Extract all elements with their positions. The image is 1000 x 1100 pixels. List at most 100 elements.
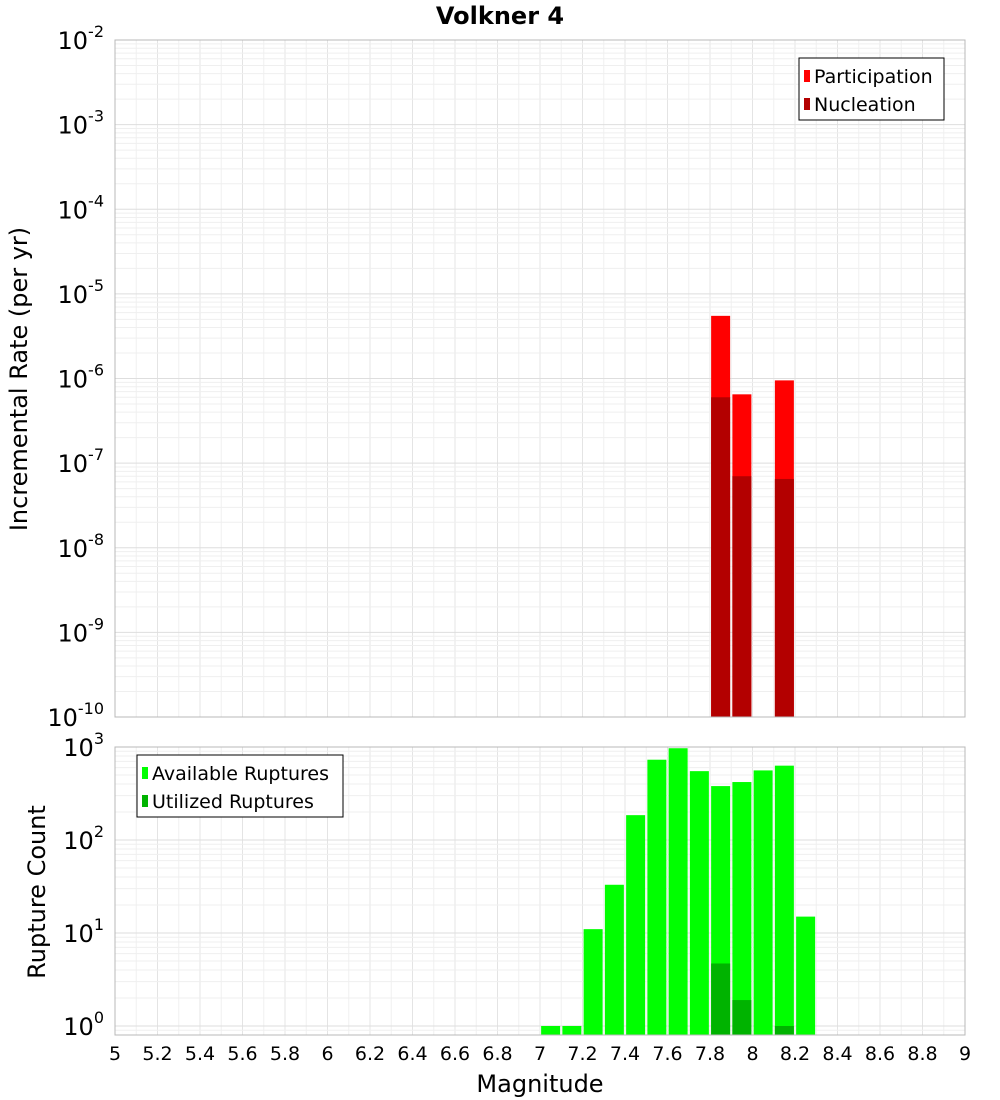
top-y-axis-label: Incremental Rate (per yr): [5, 227, 33, 531]
available-ruptures-bar: [604, 884, 624, 1035]
bottom-chart-x-tick-labels: 5 5.2 5.4 5.6 5.8 6 6.2 6.4 6.6 6.8 7 7.2 7.4 7.6 7.8 8…: [109, 1043, 971, 1065]
y-tick-base: 10: [63, 734, 94, 762]
x-tick-label: 7.4: [610, 1043, 640, 1065]
y-tick-base: 10: [58, 27, 89, 55]
x-axis-label: Magnitude: [476, 1070, 603, 1098]
y-tick-exponent: -3: [88, 107, 104, 126]
y-tick-base: 10: [63, 1013, 94, 1041]
available-ruptures-bar: [796, 916, 816, 1035]
y-tick-label: 10-6: [58, 361, 105, 394]
y-tick-label: 10-5: [58, 276, 105, 309]
legend-label: Available Ruptures: [152, 763, 329, 785]
x-tick-label: 6: [321, 1043, 333, 1065]
legend-box: [798, 57, 945, 121]
y-tick-exponent: -6: [88, 361, 104, 380]
y-tick-base: 10: [58, 366, 89, 394]
y-tick-label: 100: [63, 1008, 104, 1041]
x-tick-label: 8: [746, 1043, 758, 1065]
top-chart-bars: [711, 315, 794, 717]
y-tick-base: 10: [63, 920, 94, 948]
x-tick-label: 6.6: [440, 1043, 470, 1065]
y-tick-label: 101: [63, 915, 104, 948]
available-ruptures-bar: [562, 1025, 582, 1035]
y-tick-exponent: -5: [88, 276, 104, 295]
x-tick-label: 6.2: [355, 1043, 385, 1065]
nucleation-bar: [732, 476, 752, 717]
bottom-chart-legend: Available Ruptures Utilized Ruptures: [136, 754, 344, 818]
x-tick-label: 7.8: [695, 1043, 725, 1065]
y-tick-exponent: 2: [94, 822, 104, 841]
available-ruptures-bar: [668, 748, 688, 1035]
x-tick-label: 5.4: [185, 1043, 215, 1065]
y-tick-base: 10: [58, 112, 89, 140]
x-tick-label: 8.2: [780, 1043, 810, 1065]
y-tick-exponent: -9: [88, 614, 104, 633]
y-tick-label: 10-4: [58, 191, 105, 224]
legend-label: Utilized Ruptures: [152, 791, 314, 813]
available-ruptures-bar: [732, 782, 752, 1035]
y-tick-base: 10: [58, 450, 89, 478]
x-tick-label: 5.8: [270, 1043, 300, 1065]
bottom-plot-frame: [114, 746, 966, 1036]
x-tick-label: 7.6: [652, 1043, 682, 1065]
y-tick-label: 103: [63, 729, 104, 762]
x-tick-label: 6.4: [397, 1043, 427, 1065]
x-tick-label: 8.6: [865, 1043, 895, 1065]
nucleation-bar: [774, 478, 794, 717]
y-tick-label: 10-7: [58, 445, 105, 478]
top-chart-legend: Participation Nucleation: [798, 57, 945, 121]
available-ruptures-bar: [626, 815, 646, 1035]
bottom-chart-bars: [541, 748, 816, 1035]
available-ruptures-bar: [689, 771, 709, 1035]
top-chart-gridlines: [114, 39, 966, 718]
y-tick-exponent: -2: [88, 22, 104, 41]
y-tick-base: 10: [58, 619, 89, 647]
legend-label: Nucleation: [814, 94, 916, 116]
y-tick-label: 10-8: [58, 530, 105, 563]
available-ruptures-bar: [541, 1025, 561, 1035]
top-plot-frame: [114, 39, 966, 718]
x-tick-label: 5: [109, 1043, 121, 1065]
available-ruptures-bar: [774, 765, 794, 1035]
legend-swatch: [804, 70, 810, 82]
y-tick-exponent: -10: [78, 699, 104, 718]
y-tick-exponent: -7: [88, 445, 104, 464]
x-tick-label: 5.2: [142, 1043, 172, 1065]
y-tick-exponent: -4: [88, 191, 104, 210]
x-tick-label: 9: [959, 1043, 971, 1065]
x-tick-label: 8.4: [822, 1043, 852, 1065]
legend-swatch: [142, 767, 148, 779]
y-tick-exponent: 3: [94, 729, 104, 748]
x-tick-label: 7: [534, 1043, 546, 1065]
bottom-y-axis-label: Rupture Count: [23, 805, 51, 979]
y-tick-label: 10-2: [58, 22, 105, 55]
y-tick-base: 10: [47, 704, 78, 732]
y-tick-base: 10: [58, 281, 89, 309]
y-tick-exponent: 1: [94, 915, 104, 934]
x-tick-label: 6.8: [482, 1043, 512, 1065]
chart-title: Volkner 4: [436, 2, 564, 30]
available-ruptures-bar: [753, 770, 773, 1035]
y-tick-label: 10-10: [47, 699, 104, 732]
available-ruptures-bar: [583, 929, 603, 1035]
legend-label: Participation: [814, 66, 933, 88]
available-ruptures-bar: [647, 759, 667, 1035]
y-tick-base: 10: [63, 827, 94, 855]
y-tick-base: 10: [58, 196, 89, 224]
legend-box: [136, 754, 344, 818]
x-tick-label: 7.2: [567, 1043, 597, 1065]
legend-swatch: [804, 98, 810, 110]
utilized-ruptures-bar: [711, 963, 731, 1035]
utilized-ruptures-bar: [732, 1000, 752, 1035]
y-tick-exponent: -8: [88, 530, 104, 549]
y-tick-base: 10: [58, 535, 89, 563]
nucleation-bar: [711, 397, 731, 717]
y-tick-label: 102: [63, 822, 104, 855]
y-tick-label: 10-9: [58, 614, 105, 647]
x-tick-label: 8.8: [907, 1043, 937, 1065]
y-tick-label: 10-3: [58, 107, 105, 140]
y-tick-exponent: 0: [94, 1008, 104, 1027]
